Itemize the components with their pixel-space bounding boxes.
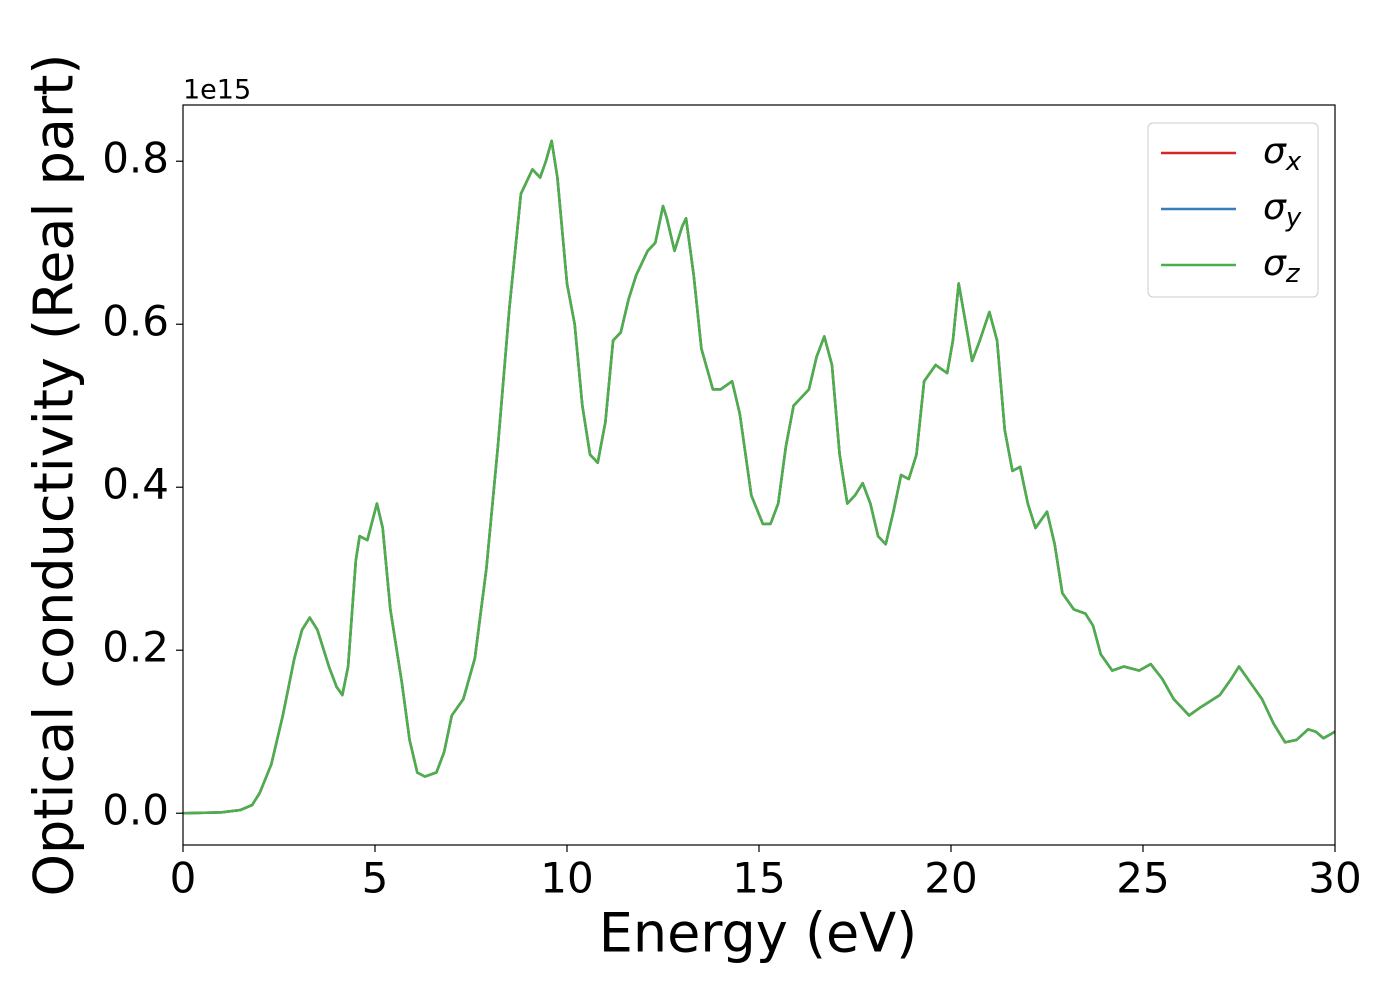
y-offset-label: 1e15 (183, 75, 251, 106)
x-tick-label: 20 (924, 854, 977, 903)
y-tick-label: 0.2 (102, 623, 169, 672)
series-line (182, 139, 1336, 815)
x-tick-label: 30 (1308, 854, 1361, 903)
x-tick-label: 10 (540, 854, 593, 903)
x-tick-label: 0 (170, 854, 197, 903)
y-tick-label: 0.4 (102, 460, 169, 509)
x-axis-label: Energy (eV) (599, 902, 918, 965)
legend: σx σy σz (1147, 122, 1319, 298)
legend-label: σy (1263, 187, 1302, 233)
y-tick-label: 0.6 (102, 297, 169, 346)
x-tick-label: 5 (362, 854, 389, 903)
x-tick-label: 15 (732, 854, 785, 903)
plot-frame (182, 104, 1336, 846)
y-tick-label: 0.0 (102, 786, 169, 835)
legend-label: σx (1263, 131, 1302, 177)
legend-label: σz (1263, 243, 1301, 289)
x-tick-label: 25 (1116, 854, 1169, 903)
y-tick-label: 0.8 (102, 134, 169, 183)
y-axis-label: Optical conductivity (Real part) (23, 54, 86, 897)
